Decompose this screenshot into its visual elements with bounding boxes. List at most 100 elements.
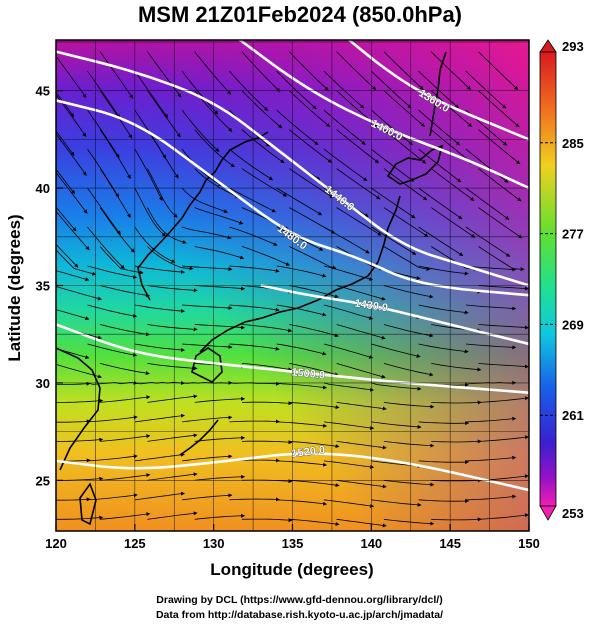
- streamline: [100, 512, 151, 520]
- x-axis: 120 125 130 135 140 145 150: [45, 524, 540, 551]
- streamline: [371, 226, 417, 255]
- credit-drawing: Drawing by DCL (https://www.gfd-dennou.o…: [156, 594, 443, 606]
- streamline: [194, 435, 246, 442]
- streamline: [87, 454, 138, 462]
- streamline: [99, 129, 131, 179]
- streamline: [323, 499, 375, 508]
- streamline: [371, 109, 414, 146]
- streamline: [383, 207, 429, 237]
- streamline: [56, 243, 79, 268]
- streamline: [147, 168, 178, 218]
- taiwan-coast: [79, 482, 97, 526]
- streamline: [430, 51, 472, 90]
- streamline: [478, 129, 521, 165]
- streamline: [147, 472, 198, 481]
- streamline: [194, 168, 240, 198]
- streamline: [465, 70, 507, 109]
- kyushu-coast: [191, 347, 223, 383]
- streamline: [383, 129, 427, 164]
- streamline: [87, 148, 120, 198]
- streamline: [336, 324, 386, 340]
- streamline: [383, 479, 435, 487]
- streamline: [289, 441, 340, 449]
- streamline: [323, 70, 365, 109]
- streamline: [289, 90, 331, 128]
- streamline: [371, 382, 422, 391]
- streamline: [336, 51, 377, 91]
- streamline: [229, 187, 276, 213]
- streamline: [336, 285, 386, 301]
- streamline: [181, 70, 219, 115]
- streamline: [289, 402, 340, 410]
- colorbar-bar: [539, 51, 557, 507]
- streamline: [147, 363, 198, 371]
- japan-hokkaido-coast: [386, 144, 444, 185]
- streamline: [194, 513, 246, 520]
- streamline: [289, 207, 336, 234]
- streamline: [289, 168, 334, 199]
- streamline: [289, 129, 333, 163]
- streamline: [371, 343, 421, 358]
- streamline: [336, 363, 386, 379]
- streamline: [383, 402, 435, 409]
- streamline: [134, 304, 185, 313]
- chart-title: MSM 21Z01Feb2024 (850.0hPa): [138, 2, 462, 27]
- streamline: [181, 187, 228, 214]
- streamline: [134, 148, 163, 202]
- colorbar-tick-label: 269: [562, 317, 584, 332]
- streamline: [99, 207, 135, 253]
- streamline: [383, 363, 434, 377]
- streamline: [56, 381, 91, 386]
- china-coast: [56, 347, 101, 471]
- streamline: [418, 226, 464, 257]
- x-tick-label: 145: [439, 536, 461, 551]
- streamline: [182, 343, 233, 349]
- streamline: [336, 518, 387, 528]
- streamline: [276, 499, 328, 506]
- streamline: [56, 206, 77, 232]
- x-tick-label: 135: [282, 536, 304, 551]
- streamline: [194, 474, 246, 481]
- streamline: [418, 187, 463, 220]
- streamline: [371, 187, 416, 219]
- streamline: [289, 246, 337, 270]
- streamline: [289, 51, 329, 91]
- streamline: [383, 441, 435, 448]
- streamline: [147, 433, 198, 442]
- streamline: [100, 285, 150, 298]
- streamline: [56, 363, 102, 379]
- streamline: [336, 168, 381, 200]
- streamline: [229, 343, 280, 351]
- contour-label: 1430.0: [354, 297, 389, 314]
- streamline: [194, 246, 245, 260]
- streamline: [56, 210, 90, 251]
- streamline: [478, 90, 520, 128]
- streamline: [87, 109, 120, 159]
- streamline: [241, 129, 285, 164]
- streamline: [147, 246, 194, 271]
- streamline: [276, 460, 328, 467]
- streamline: [134, 265, 185, 274]
- streamline: [465, 304, 517, 311]
- streamline: [56, 419, 91, 424]
- streamline: [478, 285, 529, 291]
- streamline: [147, 207, 187, 244]
- streamline: [56, 515, 104, 520]
- streamline: [56, 168, 75, 195]
- streamline: [336, 479, 387, 489]
- streamline: [323, 109, 366, 145]
- streamline: [383, 518, 435, 526]
- streamline: [383, 90, 426, 127]
- streamline: [478, 246, 525, 272]
- contour-line: [56, 50, 529, 287]
- y-tick-label: 35: [36, 279, 50, 294]
- lat-lon-grid: [56, 40, 529, 531]
- streamline: [147, 394, 198, 403]
- streamline: [241, 246, 291, 266]
- streamline: [276, 343, 327, 356]
- streamline: [182, 454, 233, 462]
- streamline: [87, 70, 121, 119]
- ryukyu-islands: [179, 419, 219, 456]
- credit-data: Data from http://database.rish.kyoto-u.a…: [155, 609, 444, 621]
- contour-line: [237, 40, 529, 190]
